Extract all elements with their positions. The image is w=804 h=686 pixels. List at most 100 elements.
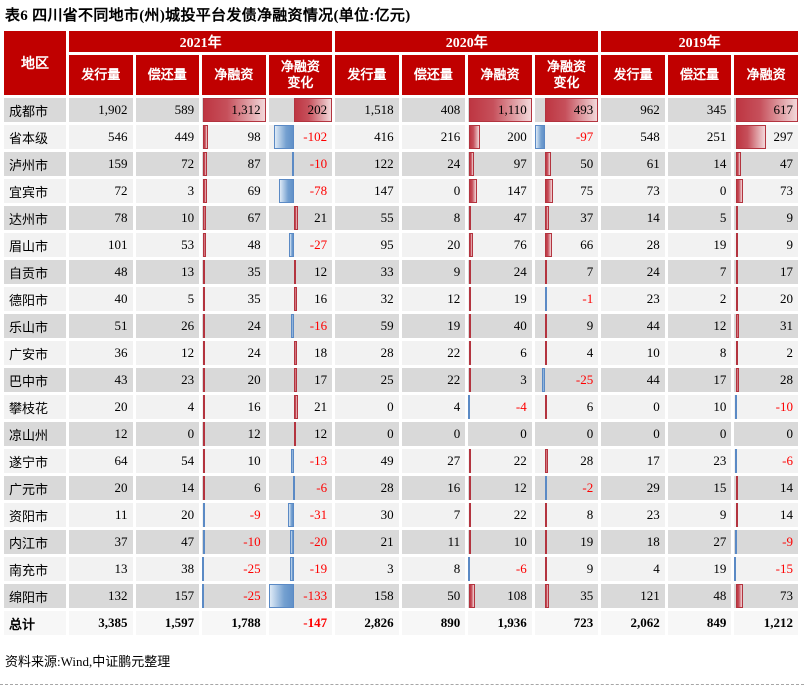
positive-data-bar	[735, 152, 741, 176]
value-text: 54	[181, 453, 195, 468]
value-text: 53	[181, 237, 195, 252]
value-text: 24	[646, 264, 660, 279]
value-text: 22	[513, 507, 527, 522]
value-cell: 13	[69, 557, 133, 581]
value-text: 18	[646, 534, 660, 549]
value-cell: -10	[734, 395, 798, 419]
value-text: 1,312	[231, 102, 261, 117]
value-cell: 6	[468, 341, 532, 365]
value-text: 35	[580, 588, 594, 603]
value-cell: 50	[401, 584, 466, 608]
table-row: 遂宁市 64 54 10 -13 49 27 22 28 17 23 -6	[4, 449, 798, 473]
positive-data-bar	[203, 287, 206, 311]
value-cell: 408	[401, 98, 466, 122]
value-text: 35	[247, 264, 261, 279]
value-cell: 20	[202, 368, 266, 392]
value-text: 75	[580, 183, 594, 198]
region-cell: 宜宾市	[4, 179, 66, 203]
value-cell: 21	[268, 206, 333, 230]
value-text: 48	[713, 588, 727, 603]
value-cell: 1,788	[202, 611, 266, 635]
value-cell: 28	[335, 476, 399, 500]
value-cell: 1,902	[69, 98, 133, 122]
value-cell: 22	[468, 503, 532, 527]
value-cell: 216	[401, 125, 466, 149]
positive-data-bar	[735, 476, 738, 500]
value-cell: 30	[335, 503, 399, 527]
value-cell: 95	[335, 233, 399, 257]
positive-data-bar	[203, 179, 207, 203]
header-year: 2020年	[335, 31, 599, 52]
positive-data-bar	[735, 233, 738, 257]
value-cell: 3	[468, 368, 532, 392]
value-cell: 59	[335, 314, 399, 338]
value-text: -31	[309, 507, 328, 522]
positive-data-bar	[735, 98, 798, 122]
value-cell: 9	[534, 557, 599, 581]
value-text: 16	[447, 480, 461, 495]
value-cell: 9	[667, 503, 732, 527]
value-cell: 28	[601, 233, 665, 257]
value-text: 9	[453, 264, 461, 279]
value-text: 1,212	[763, 615, 793, 630]
negative-data-bar	[292, 476, 295, 500]
positive-data-bar	[203, 368, 206, 392]
table-row: 总计 3,385 1,597 1,788 -147 2,826 890 1,936 723 2,0…	[4, 611, 798, 635]
value-cell: 69	[202, 179, 266, 203]
value-cell: 548	[601, 125, 665, 149]
value-cell: 24	[401, 152, 466, 176]
value-text: 24	[447, 156, 461, 171]
value-cell: -9	[734, 530, 798, 554]
value-cell: 98	[202, 125, 266, 149]
positive-data-bar	[203, 314, 206, 338]
value-cell: 1,518	[335, 98, 399, 122]
value-text: 22	[447, 372, 461, 387]
value-cell: 8	[401, 206, 466, 230]
value-cell: 12	[69, 422, 133, 446]
value-cell: 1,312	[202, 98, 266, 122]
value-text: 55	[380, 210, 394, 225]
positive-data-bar	[468, 476, 471, 500]
value-text: 37	[114, 534, 128, 549]
value-cell: 147	[468, 179, 532, 203]
negative-data-bar	[735, 449, 738, 473]
financing-table: 地区 2021年 2020年 2019年 发行量 偿还量 净融资 净融资 变化 发行量 偿还量 净融资…	[1, 28, 801, 638]
table-row: 广元市 20 14 6 -6 28 16 12 -2 29 15 14	[4, 476, 798, 500]
value-cell: 6	[534, 395, 599, 419]
value-cell: -20	[268, 530, 333, 554]
value-cell: 43	[69, 368, 133, 392]
value-text: 29	[646, 480, 660, 495]
value-text: 20	[780, 291, 793, 306]
value-text: 132	[108, 588, 128, 603]
value-cell: 47	[468, 206, 532, 230]
value-text: 216	[440, 129, 461, 144]
value-text: 890	[440, 615, 461, 630]
value-cell: 3,385	[69, 611, 133, 635]
value-cell: 17	[734, 260, 798, 284]
value-cell: 2	[734, 341, 798, 365]
value-text: 449	[174, 129, 195, 144]
value-text: 10	[513, 534, 527, 549]
header-year: 2019年	[601, 31, 798, 52]
value-cell: 40	[468, 314, 532, 338]
value-cell: 22	[401, 341, 466, 365]
region-cell: 攀枝花	[4, 395, 66, 419]
value-text: -10	[775, 399, 793, 414]
value-text: -10	[309, 156, 328, 171]
value-text: 27	[713, 534, 727, 549]
region-cell: 达州市	[4, 206, 66, 230]
value-text: 12	[247, 426, 261, 441]
value-cell: 37	[534, 206, 599, 230]
value-cell: 147	[335, 179, 399, 203]
value-text: 51	[114, 318, 128, 333]
value-cell: -15	[734, 557, 798, 581]
value-cell: 76	[468, 233, 532, 257]
value-text: 345	[706, 102, 727, 117]
value-text: 21	[314, 399, 328, 414]
value-cell: -4	[468, 395, 532, 419]
value-cell: 48	[69, 260, 133, 284]
value-cell: 64	[69, 449, 133, 473]
value-text: 108	[507, 588, 527, 603]
value-cell: -10	[268, 152, 333, 176]
value-text: 26	[181, 318, 195, 333]
